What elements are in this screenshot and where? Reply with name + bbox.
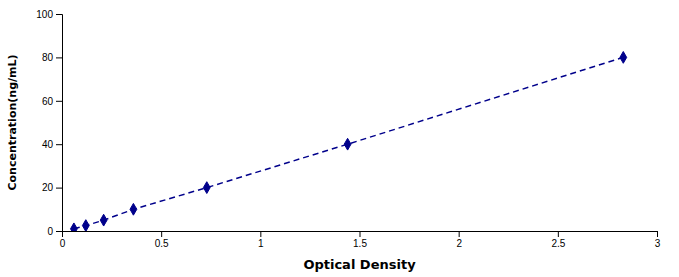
tick-label: 2.5 [551,238,565,249]
marker [71,223,78,231]
axis-line [56,15,63,232]
tick-label: 60 [42,96,54,107]
tick-mark [56,14,62,15]
tick: 0.5 [155,231,169,249]
tick: 0 [60,231,66,249]
marker [82,220,89,231]
tick: 2 [456,231,462,249]
marker [620,52,627,64]
y-axis-title: Concentration(ng/mL) [6,54,19,190]
tick-mark [459,231,460,237]
tick-label: 40 [42,139,54,150]
marker [130,203,137,215]
y-axis: 0 20 40 60 80 100 [36,9,62,237]
x-axis-title: Optical Density [303,257,416,272]
tick-mark [56,144,62,145]
x-axis: 0 0.5 1 1.5 2 2.5 3 [60,231,661,249]
tick-label: 3 [655,238,661,249]
tick-mark [56,231,62,232]
tick: 1 [258,231,264,249]
tick-mark [56,188,62,189]
tick-label: 80 [42,52,54,63]
tick: 3 [655,231,661,249]
tick: 60 [42,96,62,107]
tick-label: 100 [36,9,53,20]
tick-label: 1.5 [353,238,367,249]
marker [203,182,210,194]
marker [344,138,351,150]
tick-mark [657,231,658,237]
axis-line [63,232,658,238]
chart: 0 0.5 1 1.5 2 2.5 3 0 20 40 60 80 100 Optical Density… [0,0,679,277]
tick: 40 [42,139,62,150]
marker [100,214,107,226]
tick-mark [558,231,559,237]
tick-mark [56,57,62,58]
tick: 80 [42,52,62,63]
tick-mark [161,231,162,237]
tick-label: 20 [42,182,54,193]
marks [71,52,627,231]
tick-label: 0 [47,226,53,237]
tick-label: 0 [60,238,66,249]
tick-mark [360,231,361,237]
tick: 100 [36,9,62,20]
tick-mark [56,101,62,102]
tick-label: 2 [456,238,462,249]
tick-label: 0.5 [155,238,169,249]
plot: 0 0.5 1 1.5 2 2.5 3 0 20 40 60 80 100 [36,9,660,249]
tick-label: 1 [258,238,264,249]
tick: 2.5 [551,231,565,249]
line [74,57,623,228]
tick: 1.5 [353,231,367,249]
tick: 0 [47,226,62,237]
tick-mark [260,231,261,237]
tick: 20 [42,182,62,193]
